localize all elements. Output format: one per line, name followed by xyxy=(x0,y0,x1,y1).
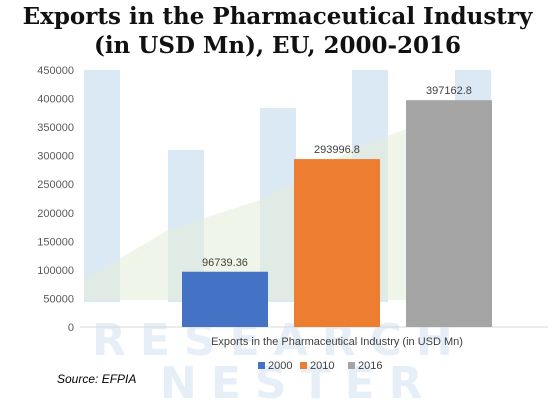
y-tick-label: 400000 xyxy=(37,94,74,106)
y-tick-label: 50000 xyxy=(43,293,74,305)
y-tick-label: 100000 xyxy=(37,265,74,277)
data-label-2000: 96739.36 xyxy=(202,257,248,269)
y-tick-label: 150000 xyxy=(37,236,74,248)
chart-title: Exports in the Pharmaceutical Industry (… xyxy=(0,2,555,60)
data-labels: 96739.36 293996.8 397162.8 xyxy=(202,85,472,269)
data-label-2016: 397162.8 xyxy=(426,85,472,97)
y-axis: 450000 400000 350000 300000 250000 200000 1500… xyxy=(37,65,74,334)
bars xyxy=(182,100,492,328)
y-tick-label: 350000 xyxy=(37,122,74,134)
chart-title-line2: (in USD Mn), EU, 2000-2016 xyxy=(93,32,462,59)
bar-2016 xyxy=(406,100,492,328)
legend-swatch-2010 xyxy=(300,362,307,369)
bar-2000 xyxy=(182,271,268,327)
watermark-swoosh xyxy=(84,100,491,300)
y-tick-label: 250000 xyxy=(37,179,74,191)
legend-swatch-2000 xyxy=(258,362,265,369)
y-tick-label: 200000 xyxy=(37,208,74,220)
data-label-2010: 293996.8 xyxy=(314,144,360,156)
legend-label-2000: 2000 xyxy=(268,360,292,372)
watermark-text: RESEARCH xyxy=(92,315,467,366)
x-axis-label: Exports in the Pharmaceutical Industry (… xyxy=(211,336,463,348)
watermark-text: NESTER xyxy=(160,358,437,400)
legend: 2000 2010 2016 xyxy=(258,360,382,372)
legend-swatch-2016 xyxy=(348,362,355,369)
bar-2010 xyxy=(294,159,380,327)
chart-title-line1: Exports in the Pharmaceutical Industry xyxy=(22,3,533,30)
legend-label-2016: 2016 xyxy=(358,360,382,372)
legend-label-2010: 2010 xyxy=(310,360,334,372)
y-tick-label: 450000 xyxy=(37,65,74,77)
source-note: Source: EFPIA xyxy=(57,372,137,386)
y-tick-label: 300000 xyxy=(37,151,74,163)
y-tick-label: 0 xyxy=(68,322,74,334)
